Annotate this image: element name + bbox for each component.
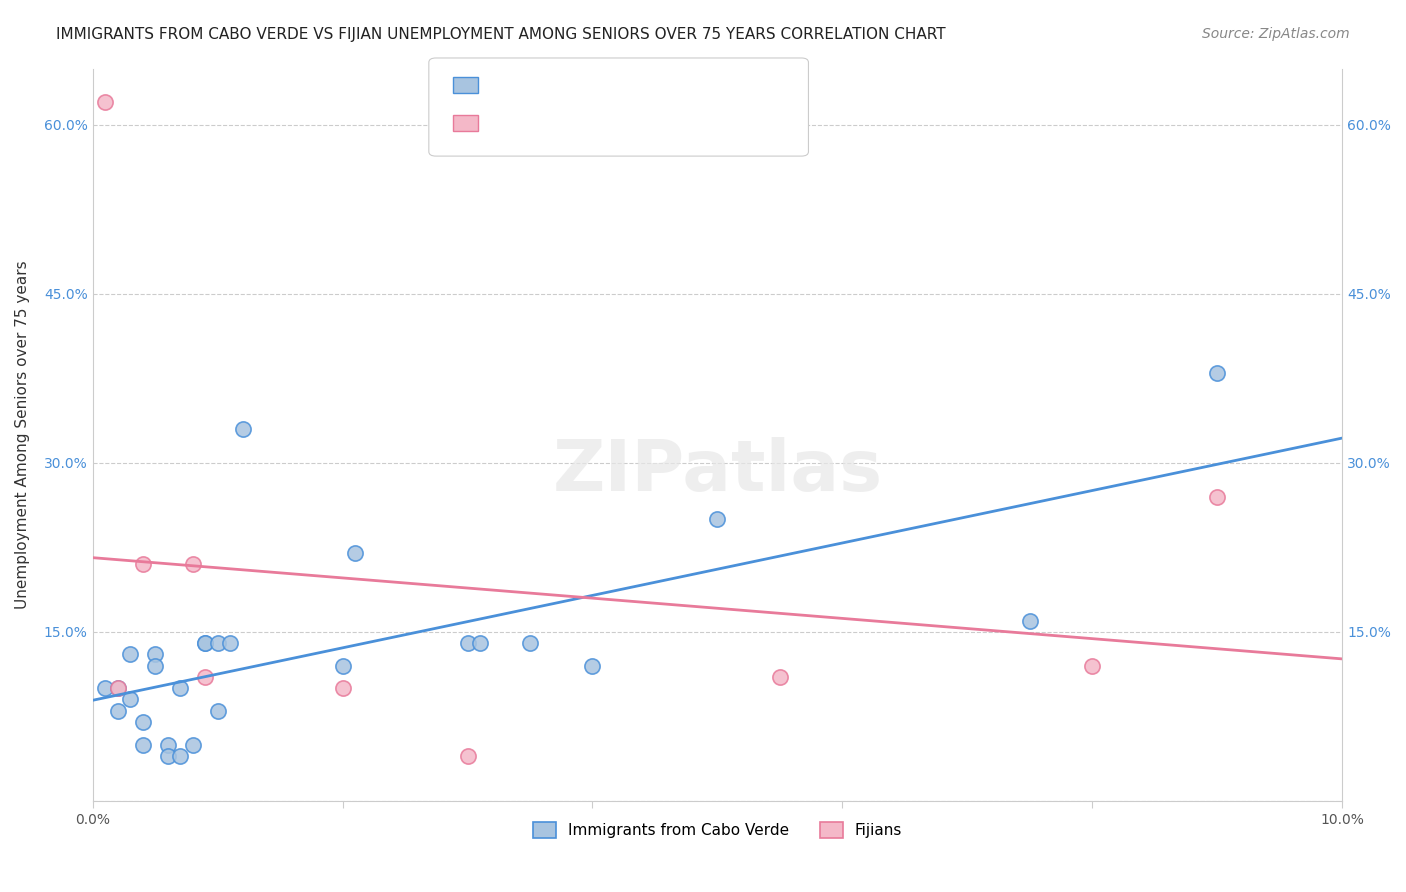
Point [131, 738, 153, 752]
Point [131, 558, 153, 572]
Point [143, 658, 166, 673]
Point [194, 636, 217, 650]
Text: 0.713: 0.713 [520, 76, 572, 94]
Point [581, 658, 603, 673]
Point [181, 558, 204, 572]
Point [207, 704, 229, 718]
Point [107, 681, 129, 696]
Point [94, 95, 117, 110]
Point [181, 738, 204, 752]
Text: IMMIGRANTS FROM CABO VERDE VS FIJIAN UNEMPLOYMENT AMONG SENIORS OVER 75 YEARS CO: IMMIGRANTS FROM CABO VERDE VS FIJIAN UNE… [56, 27, 946, 42]
Point [143, 648, 166, 662]
Point [120, 692, 142, 706]
Text: Source: ZipAtlas.com: Source: ZipAtlas.com [1202, 27, 1350, 41]
Point [468, 636, 491, 650]
Point [120, 648, 142, 662]
Text: R =: R = [489, 76, 526, 94]
Point [94, 681, 117, 696]
Point [156, 738, 179, 752]
Text: 0.259: 0.259 [520, 114, 572, 132]
Point [457, 636, 479, 650]
Text: 10: 10 [619, 114, 641, 132]
Point [107, 704, 129, 718]
Point [1206, 490, 1229, 504]
Text: R =: R = [489, 114, 526, 132]
Point [706, 512, 728, 526]
Point [1018, 614, 1040, 628]
Point [332, 658, 354, 673]
Point [169, 681, 191, 696]
Point [332, 681, 354, 696]
Point [194, 636, 217, 650]
Text: 29: 29 [619, 76, 643, 94]
Point [769, 670, 792, 684]
Point [1206, 366, 1229, 380]
Point [1081, 658, 1104, 673]
Point [344, 546, 367, 560]
Y-axis label: Unemployment Among Seniors over 75 years: Unemployment Among Seniors over 75 years [15, 260, 30, 609]
Text: ZIPatlas: ZIPatlas [553, 437, 883, 506]
Point [232, 422, 254, 436]
Text: N =: N = [588, 76, 624, 94]
Point [219, 636, 242, 650]
Text: N =: N = [588, 114, 624, 132]
Point [194, 670, 217, 684]
Point [207, 636, 229, 650]
Point [457, 748, 479, 763]
Point [519, 636, 541, 650]
Point [169, 748, 191, 763]
Point [156, 748, 179, 763]
Point [107, 681, 129, 696]
Point [131, 714, 153, 729]
Legend: Immigrants from Cabo Verde, Fijians: Immigrants from Cabo Verde, Fijians [527, 816, 908, 845]
